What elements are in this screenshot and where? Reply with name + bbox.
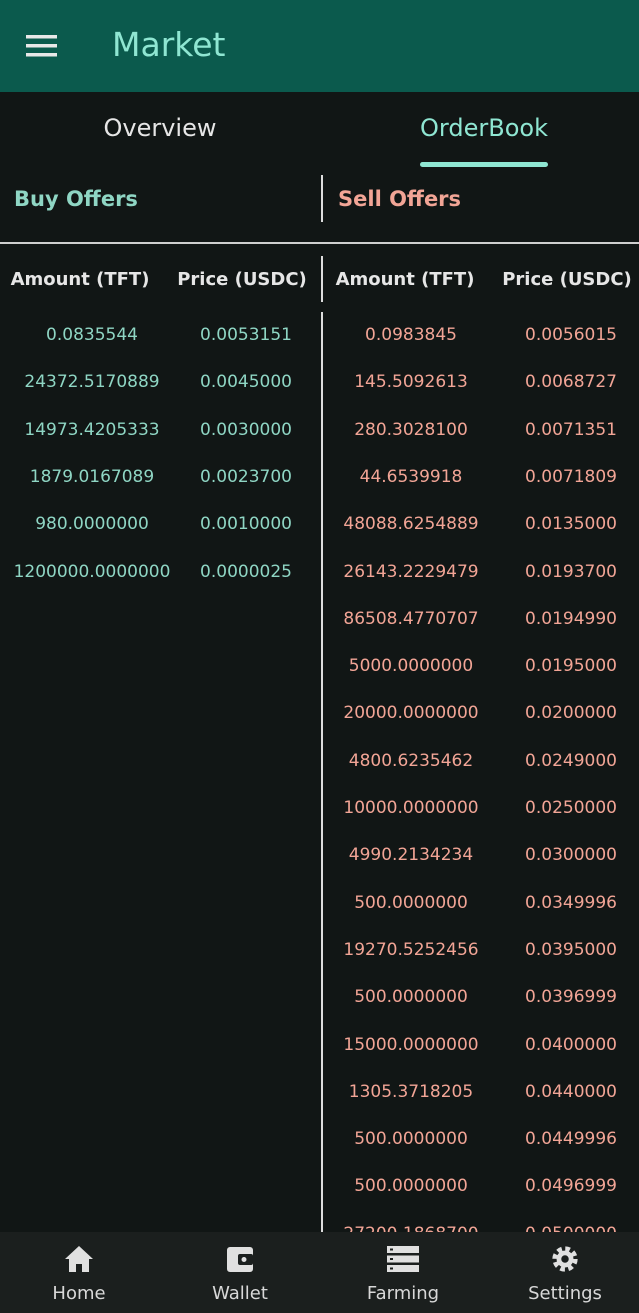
offer-cell: 15000.0000000	[343, 1034, 479, 1055]
nav-label: Settings	[528, 1283, 602, 1304]
offer-cell: 14973.4205333	[24, 419, 160, 440]
offer-cell: 86508.4770707	[343, 608, 479, 629]
nav-label: Wallet	[212, 1283, 268, 1304]
offer-cell: 0.0983845	[365, 325, 457, 345]
offer-cell: 0.0395000	[525, 939, 617, 960]
nav-settings[interactable]: Settings	[505, 1244, 625, 1305]
column-header: Price (USDC)	[502, 269, 632, 290]
section-label: Sell Offers	[338, 187, 462, 211]
nav-label: Farming	[366, 1283, 440, 1304]
wallet-icon	[227, 1247, 253, 1272]
nav-wallet[interactable]: Wallet	[180, 1244, 300, 1305]
offer-cell: 0.0194990	[525, 608, 617, 629]
offer-cell: 0.0030000	[200, 419, 292, 440]
offer-cell: 0.0300000	[525, 845, 617, 866]
tab[interactable]: OrderBook	[420, 114, 548, 142]
column-header: Price (USDC)	[177, 269, 307, 290]
buy-list: 0.0835544 0.0053151 24372.5170889 0.0045000…	[0, 312, 320, 1232]
offer-cell: 0.0496999	[525, 1176, 617, 1197]
offer-cell: 26143.2229479	[343, 561, 479, 582]
bottom-nav	[0, 1232, 639, 1313]
offer-cell: 0.0000025	[200, 561, 292, 582]
offer-cell: 0.0400000	[525, 1034, 617, 1055]
nav-farming[interactable]: Farming	[343, 1244, 463, 1305]
offer-cell: 500.0000000	[354, 1129, 468, 1150]
offer-cell: 1879.0167089	[29, 466, 155, 487]
offer-cell: 0.0045000	[200, 372, 292, 393]
page-title: Market	[112, 25, 226, 64]
offer-cell: 0.0135000	[525, 514, 617, 535]
offer-cell: 0.0068727	[525, 372, 617, 393]
offer-cell: 500.0000000	[354, 987, 468, 1008]
offer-cell: 0.0071809	[525, 466, 617, 487]
home-icon	[65, 1246, 93, 1272]
offer-cell: 20000.0000000	[343, 703, 479, 724]
menu-button[interactable]	[26, 33, 58, 59]
offer-cell: 0.0023700	[200, 466, 292, 487]
tab-indicator	[420, 162, 548, 167]
offer-cell: 0.0010000	[200, 514, 292, 535]
offer-cell: 145.5092613	[354, 372, 468, 393]
offer-cell: 0.0396999	[525, 987, 617, 1008]
offer-cell: 0.0200000	[525, 703, 617, 724]
offer-cell: 44.6539918	[359, 466, 463, 487]
offer-cell: 500.0000000	[354, 892, 468, 913]
divider	[321, 312, 323, 1232]
sell-list: 0.0983845 0.0056015 145.5092613 0.0068727 28…	[324, 312, 639, 1232]
offer-cell: 5000.0000000	[348, 656, 474, 677]
offer-cell: 0.0249000	[525, 750, 617, 771]
offer-cell: 0.0349996	[525, 892, 617, 913]
offer-cell: 0.0500000	[481, 1222, 639, 1232]
offer-cell: 1305.3718205	[348, 1081, 474, 1102]
offer-cell: 0.0449996	[525, 1129, 617, 1150]
offer-cell: 0.0835544	[46, 325, 138, 345]
section-label: Buy Offers	[14, 187, 138, 211]
app-bar: Market	[0, 0, 639, 92]
nav-home[interactable]: Home	[19, 1244, 139, 1305]
offer-cell: 0.0193700	[525, 561, 617, 582]
offer-cell: 0.0250000	[525, 798, 617, 818]
divider	[0, 242, 639, 244]
divider	[321, 256, 323, 302]
settings-icon	[552, 1246, 578, 1272]
tab[interactable]: Overview	[103, 114, 217, 142]
offer-cell: 1200000.0000000	[13, 561, 171, 582]
column-header: Amount (TFT)	[335, 269, 475, 290]
offer-cell: 0.0195000	[525, 656, 617, 677]
column-header: Amount (TFT)	[10, 269, 150, 290]
offer-cell: 27200.1868700	[324, 1222, 501, 1232]
offer-cell: 980.0000000	[35, 514, 149, 535]
offer-cell: 0.0053151	[200, 325, 292, 345]
offer-cell: 0.0056015	[525, 325, 617, 345]
divider	[321, 175, 323, 222]
offer-cell: 4800.6235462	[348, 750, 474, 771]
offer-cell: 48088.6254889	[343, 514, 479, 535]
offer-cell: 0.0071351	[525, 419, 617, 440]
offer-cell: 280.3028100	[354, 419, 468, 440]
offer-cell: 500.0000000	[354, 1176, 468, 1197]
offer-cell: 10000.0000000	[343, 798, 479, 818]
offer-cell: 24372.5170889	[24, 372, 160, 393]
offer-cell: 19270.5252456	[343, 939, 479, 960]
offer-cell: 4990.2134234	[348, 845, 474, 866]
offer-cell: 0.0440000	[525, 1081, 617, 1102]
farming-icon	[387, 1246, 419, 1272]
nav-label: Home	[52, 1283, 106, 1304]
